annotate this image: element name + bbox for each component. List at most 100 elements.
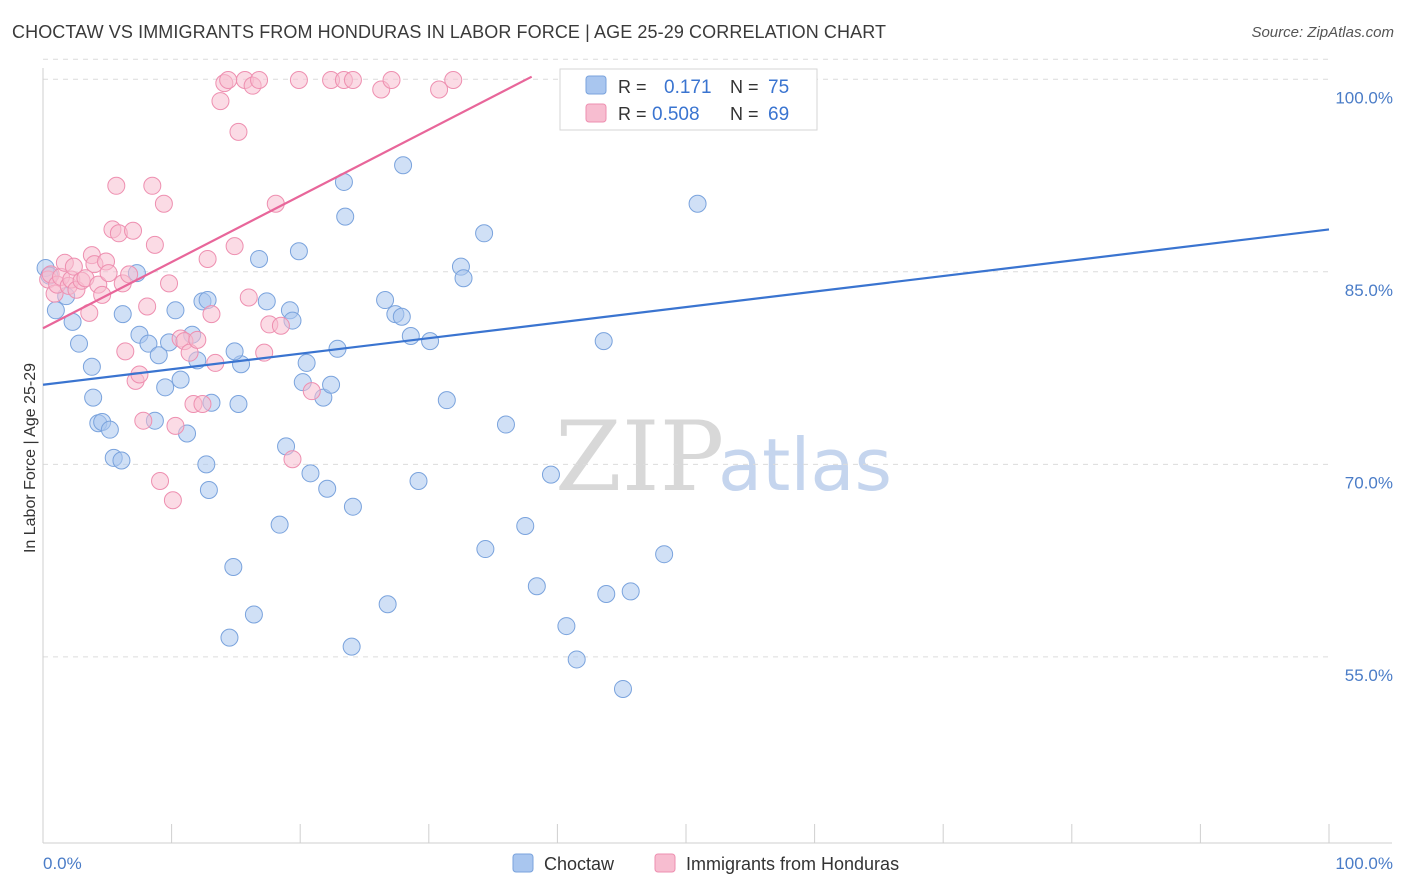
y-tick-label-2: 85.0% (1345, 281, 1393, 300)
data-points (36, 71, 707, 698)
data-point-s1-18 (99, 264, 118, 283)
x-tick-label-left: 0.0% (43, 854, 82, 873)
legend-n-label-2: N = (730, 104, 759, 124)
data-point-s0-53 (342, 637, 361, 656)
data-point-s0-78 (655, 545, 674, 564)
data-point-s0-13 (113, 305, 132, 324)
data-point-s0-79 (688, 194, 707, 213)
data-point-s0-7 (84, 388, 103, 407)
legend: R = 0.171 N = 75 R = 0.508 N = 69 (559, 68, 818, 131)
data-point-s0-66 (476, 540, 495, 559)
legend-swatch-choctaw (585, 75, 607, 95)
y-tick-label-1: 70.0% (1345, 473, 1393, 492)
data-point-s0-6 (82, 357, 101, 376)
legend-r-value-2: 0.508 (652, 104, 700, 125)
data-point-s0-68 (496, 415, 515, 434)
data-point-s0-76 (621, 582, 640, 601)
data-point-s0-39 (257, 292, 276, 311)
data-point-s0-46 (301, 464, 320, 483)
data-point-s0-73 (567, 650, 586, 669)
y-tick-label-0: 55.0% (1345, 666, 1393, 685)
data-point-s1-42 (193, 395, 212, 414)
legend-r-label-2: R = (618, 104, 647, 124)
data-point-s0-36 (244, 605, 263, 624)
data-point-s1-44 (202, 305, 221, 324)
data-point-s0-72 (557, 617, 576, 636)
bottom-legend: Choctaw Immigrants from Honduras (512, 853, 899, 874)
data-point-s0-42 (297, 353, 316, 372)
data-point-s1-59 (283, 450, 302, 469)
data-point-s0-31 (220, 628, 239, 647)
data-point-s1-34 (160, 274, 179, 293)
data-point-s1-30 (143, 176, 162, 195)
legend-n-value-2: 69 (768, 104, 789, 125)
watermark-atlas: atlas (718, 423, 892, 507)
data-point-s1-67 (430, 80, 449, 99)
data-point-s0-75 (613, 679, 632, 698)
data-point-s0-70 (527, 577, 546, 596)
data-point-s0-71 (541, 465, 560, 484)
data-point-s1-8 (64, 257, 83, 276)
data-point-s0-54 (343, 497, 362, 516)
data-point-s1-25 (124, 221, 143, 240)
x-tick-labels: 0.0% 100.0% (43, 854, 1393, 873)
data-point-s0-57 (378, 595, 397, 614)
data-point-s0-37 (250, 249, 269, 268)
data-point-s0-44 (289, 242, 308, 261)
data-point-s1-23 (116, 342, 135, 361)
data-point-s1-29 (138, 297, 157, 316)
data-point-s1-68 (444, 71, 463, 89)
data-point-s0-65 (454, 269, 473, 288)
data-point-s0-22 (171, 370, 190, 389)
data-point-s0-19 (156, 378, 175, 397)
y-tick-label-3: 100.0% (1335, 88, 1393, 107)
legend-r-label-1: R = (618, 77, 647, 97)
data-point-s0-62 (421, 332, 440, 351)
data-point-s0-35 (229, 395, 248, 414)
data-point-s0-69 (516, 516, 535, 535)
data-point-s1-64 (343, 71, 362, 89)
legend-swatch-honduras (585, 103, 607, 123)
data-point-s1-66 (382, 71, 401, 89)
data-point-s1-41 (188, 330, 207, 349)
watermark: ZIP atlas (555, 401, 892, 513)
trend-lines (42, 75, 1330, 386)
data-point-s0-61 (409, 472, 428, 491)
data-point-s0-38 (270, 515, 289, 534)
data-point-s1-20 (107, 176, 126, 195)
bottom-legend-label-honduras: Immigrants from Honduras (686, 854, 899, 874)
y-tick-labels: 55.0% 70.0% 85.0% 100.0% (1335, 88, 1393, 685)
legend-n-value-1: 75 (768, 77, 789, 98)
watermark-zip: ZIP (555, 401, 724, 513)
data-point-s1-54 (250, 71, 269, 89)
data-point-s1-43 (198, 249, 217, 268)
data-point-s0-34 (225, 342, 244, 361)
data-point-s0-48 (322, 375, 341, 394)
bottom-legend-swatch-choctaw (512, 853, 534, 873)
source-credit: Source: ZipAtlas.com (1251, 24, 1394, 41)
data-point-s1-35 (163, 491, 182, 510)
data-point-s1-36 (166, 416, 185, 435)
data-point-s0-21 (166, 301, 185, 320)
data-point-s0-63 (437, 391, 456, 410)
data-point-s1-50 (229, 122, 248, 141)
data-point-s1-46 (211, 92, 230, 111)
data-point-s0-59 (394, 156, 413, 175)
x-tick-label-right: 100.0% (1335, 854, 1393, 873)
data-point-s1-49 (225, 237, 244, 256)
data-point-s1-32 (151, 472, 170, 491)
legend-r-value-1: 0.171 (664, 77, 712, 98)
data-point-s0-29 (199, 481, 218, 500)
data-point-s0-58 (392, 307, 411, 326)
data-point-s1-52 (239, 288, 258, 307)
axes (42, 68, 1392, 844)
y-axis-title: In Labor Force | Age 25-29 (22, 363, 39, 553)
data-point-s0-50 (336, 207, 355, 226)
bottom-legend-swatch-honduras (654, 853, 676, 873)
data-point-s0-28 (197, 455, 216, 474)
data-point-s1-31 (145, 235, 164, 254)
data-point-s0-12 (112, 451, 131, 470)
data-point-s0-33 (224, 558, 243, 577)
data-point-s1-61 (302, 382, 321, 401)
